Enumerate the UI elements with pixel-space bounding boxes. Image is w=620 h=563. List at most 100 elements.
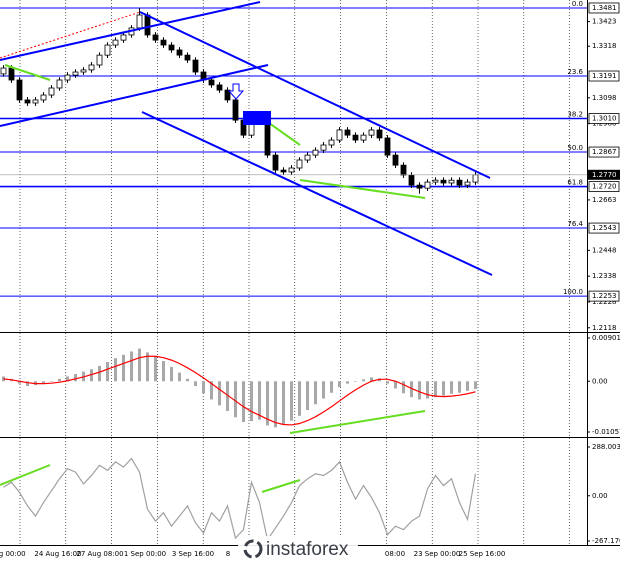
candle-body — [192, 59, 199, 73]
histogram-bar — [50, 381, 53, 382]
fib-level-label: 61.8 — [567, 179, 583, 187]
channel-line — [0, 1, 261, 61]
candle-body — [24, 99, 31, 104]
candle-body — [368, 129, 375, 136]
histogram-bar — [298, 381, 301, 416]
histogram-bar — [434, 381, 437, 398]
price-label: 1.2543 — [592, 224, 617, 232]
fib-level-label: 50.0 — [567, 144, 583, 152]
histogram-bar — [362, 379, 365, 382]
histogram-bar — [218, 381, 221, 406]
drawings — [0, 1, 493, 493]
signal-line — [3, 355, 476, 426]
candle-body — [400, 164, 407, 176]
histogram-bar — [106, 362, 109, 382]
histogram-bar — [162, 361, 165, 382]
candle-body — [64, 74, 71, 81]
candle-body — [336, 129, 343, 141]
x-tick-label: 1 Sep 00:00 — [124, 550, 166, 558]
histogram-bar — [354, 381, 357, 382]
candle-body — [88, 64, 95, 71]
divergence-line — [261, 479, 301, 493]
histogram-bar — [26, 381, 29, 387]
y-tick-label: -267.170 — [592, 537, 620, 545]
cci-line — [3, 457, 477, 542]
candle-body — [320, 144, 327, 151]
y-tick-label: 1.2448 — [592, 246, 617, 254]
y-tick-label: 1.2118 — [592, 324, 617, 332]
candle-body — [304, 154, 311, 161]
candle-body — [440, 179, 447, 184]
histogram-bar — [194, 381, 197, 387]
price-label-box — [588, 222, 620, 234]
watermark-icon — [243, 539, 263, 559]
dotted-trendline — [0, 11, 141, 59]
candle-body — [464, 181, 471, 186]
candle-body — [16, 79, 23, 101]
candle-body — [144, 14, 151, 36]
histogram-bar — [210, 381, 213, 400]
candle-body — [360, 134, 367, 141]
divergence-line — [4, 64, 51, 81]
watermark-bg — [238, 536, 358, 563]
histogram-bar — [314, 381, 317, 405]
candle-body — [120, 34, 127, 41]
candle-body — [384, 137, 391, 156]
candle-body — [472, 174, 479, 183]
watermark: instaforex — [238, 536, 358, 563]
price-label: 1.2867 — [592, 148, 617, 156]
histogram-bar — [18, 381, 21, 384]
y-tick-label: 1.3423 — [592, 18, 617, 26]
channel-line — [0, 64, 269, 127]
price-label-box — [588, 70, 620, 82]
histogram-bar — [274, 381, 277, 428]
histogram-bar — [346, 381, 349, 384]
histogram-bar — [442, 381, 445, 396]
price-label-box — [588, 2, 620, 14]
y-tick-label: 1.3098 — [592, 94, 617, 102]
histogram-bar — [138, 348, 141, 382]
price-label-box — [588, 146, 620, 158]
y-tick-label: 1.2338 — [592, 272, 617, 280]
x-tick-label: ug 00:00 — [0, 550, 26, 558]
y-tick-label: 288.0038 — [592, 443, 620, 451]
candle-body — [272, 154, 279, 171]
price-label-box — [588, 290, 620, 302]
histogram-bar — [202, 381, 205, 394]
channel-line — [139, 11, 491, 179]
histogram-bar — [74, 374, 77, 382]
histogram-bar — [114, 358, 117, 382]
signal-box — [243, 111, 271, 125]
divergence-line — [299, 179, 426, 199]
histogram-bar — [58, 378, 61, 382]
y-tick-label: 1.3318 — [592, 42, 617, 50]
fib-level-label: 0.0 — [572, 0, 583, 8]
candle-body — [216, 84, 223, 91]
candle-body — [168, 44, 175, 51]
x-tick-label: 23 Sep 00:00 — [414, 550, 461, 558]
histogram-bar — [226, 381, 229, 412]
channel-line — [141, 111, 493, 276]
x-tick-label: 3 Sep 16:00 — [172, 550, 214, 558]
candle-body — [408, 174, 415, 186]
candle-body — [280, 169, 287, 173]
candle-body — [232, 99, 239, 121]
candle-body — [224, 89, 231, 101]
last-price-label: 1.2770 — [592, 171, 617, 179]
price-label: 1.3010 — [592, 114, 617, 122]
candle-body — [32, 99, 39, 104]
candle-body — [448, 179, 455, 184]
candle-body — [104, 44, 111, 56]
candle-body — [184, 54, 191, 61]
candle-body — [96, 54, 103, 66]
candle-body — [432, 179, 439, 183]
histogram-bar — [458, 381, 461, 393]
histogram-bar — [234, 381, 237, 418]
histogram-bar — [282, 381, 285, 425]
candle-body — [392, 154, 399, 166]
candle-body — [112, 39, 119, 46]
histogram-bar — [474, 381, 477, 389]
candle-body — [0, 67, 7, 75]
histogram-bar — [242, 381, 245, 423]
histogram-bar — [154, 356, 157, 382]
